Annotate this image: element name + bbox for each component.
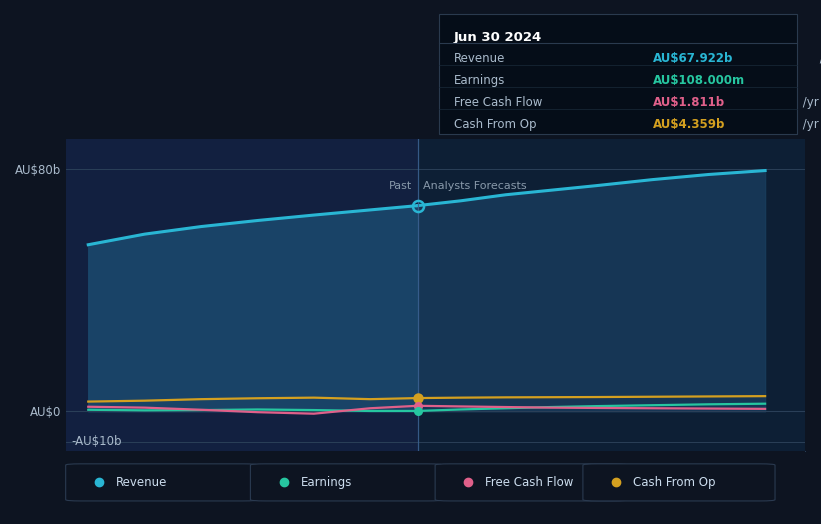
Text: /yr: /yr	[816, 52, 821, 65]
FancyBboxPatch shape	[439, 14, 797, 134]
Text: AU$1.811b: AU$1.811b	[654, 96, 725, 109]
Bar	[418, 139, 805, 451]
Text: Earnings: Earnings	[300, 476, 352, 489]
Text: Earnings: Earnings	[454, 74, 505, 87]
Text: AU$67.922b: AU$67.922b	[654, 52, 733, 65]
Text: Jun 30 2024: Jun 30 2024	[454, 31, 542, 44]
Text: AU$4.359b: AU$4.359b	[654, 118, 726, 132]
Text: Cash From Op: Cash From Op	[454, 118, 536, 132]
Text: /yr: /yr	[800, 96, 819, 109]
Text: /yr: /yr	[800, 118, 819, 132]
Text: Analysts Forecasts: Analysts Forecasts	[424, 181, 527, 191]
Text: Cash From Op: Cash From Op	[633, 476, 716, 489]
Text: Free Cash Flow: Free Cash Flow	[485, 476, 574, 489]
Text: Free Cash Flow: Free Cash Flow	[454, 96, 542, 109]
FancyBboxPatch shape	[435, 464, 627, 501]
Bar	[66, 139, 418, 451]
Text: Revenue: Revenue	[454, 52, 505, 65]
Text: -AU$10b: -AU$10b	[71, 435, 122, 448]
Text: Revenue: Revenue	[116, 476, 167, 489]
Text: AU$108.000m: AU$108.000m	[654, 74, 745, 87]
Text: Past: Past	[389, 181, 412, 191]
FancyBboxPatch shape	[250, 464, 443, 501]
FancyBboxPatch shape	[66, 464, 258, 501]
FancyBboxPatch shape	[583, 464, 775, 501]
